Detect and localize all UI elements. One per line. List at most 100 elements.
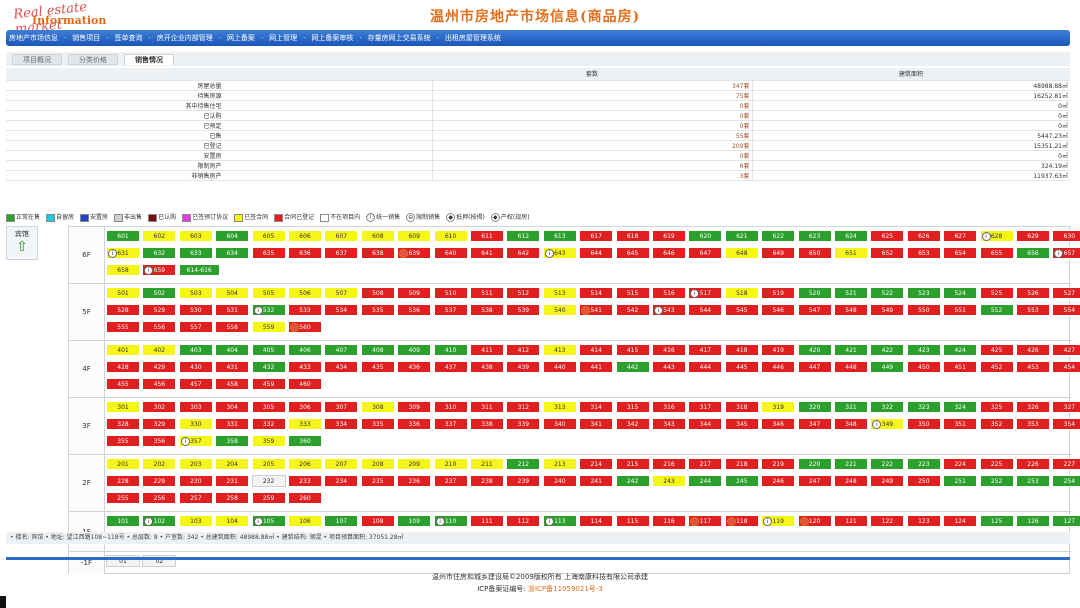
- nav-item[interactable]: 存量房网上交易系统: [367, 34, 431, 42]
- unit-cell[interactable]: 552: [979, 304, 1014, 316]
- unit-cell[interactable]: 330: [178, 418, 213, 430]
- unit-cell[interactable]: 538: [470, 304, 504, 316]
- unit-cell[interactable]: 534: [324, 304, 359, 316]
- unit-cell[interactable]: 444: [688, 361, 723, 373]
- unit-cell[interactable]: 505: [251, 287, 286, 299]
- unit-cell[interactable]: 355: [106, 435, 140, 447]
- unit-cell[interactable]: 643 i: [542, 247, 577, 259]
- unit-cell[interactable]: 541−: [579, 304, 614, 316]
- unit-cell[interactable]: 352: [979, 418, 1014, 430]
- unit-cell[interactable]: 634: [215, 247, 250, 259]
- unit-cell[interactable]: 312: [506, 401, 541, 413]
- unit-cell[interactable]: 635: [251, 247, 286, 259]
- unit-cell[interactable]: 127: [1052, 515, 1080, 527]
- unit-cell[interactable]: 529: [142, 304, 177, 316]
- unit-cell[interactable]: 347: [797, 418, 832, 430]
- unit-cell[interactable]: 314: [579, 401, 614, 413]
- unit-cell[interactable]: 321: [834, 401, 868, 413]
- unit-cell[interactable]: 218: [724, 458, 759, 470]
- unit-cell[interactable]: 329: [142, 418, 177, 430]
- unit-cell[interactable]: 559: [251, 321, 286, 333]
- unit-cell[interactable]: 110 i: [433, 515, 468, 527]
- unit-cell[interactable]: 510: [433, 287, 468, 299]
- unit-cell[interactable]: 208: [360, 458, 395, 470]
- unit-cell[interactable]: 414: [579, 344, 614, 356]
- unit-cell[interactable]: 302: [142, 401, 177, 413]
- unit-cell[interactable]: 219: [761, 458, 796, 470]
- unit-cell[interactable]: 439: [506, 361, 541, 373]
- unit-cell[interactable]: 214: [579, 458, 614, 470]
- unit-cell[interactable]: 431: [215, 361, 250, 373]
- unit-cell[interactable]: 537: [433, 304, 468, 316]
- unit-cell[interactable]: 546: [761, 304, 796, 316]
- unit-cell[interactable]: 424: [943, 344, 978, 356]
- unit-cell[interactable]: 452: [979, 361, 1014, 373]
- unit-cell[interactable]: 322: [870, 401, 905, 413]
- unit-cell[interactable]: 443: [652, 361, 686, 373]
- unit-cell[interactable]: 440: [542, 361, 577, 373]
- unit-cell[interactable]: 620: [688, 230, 723, 242]
- unit-cell[interactable]: 630: [1052, 230, 1080, 242]
- unit-cell[interactable]: 409: [397, 344, 432, 356]
- unit-cell[interactable]: 317: [688, 401, 723, 413]
- unit-cell[interactable]: 612: [506, 230, 541, 242]
- unit-cell[interactable]: 221: [834, 458, 868, 470]
- unit-cell[interactable]: 109: [397, 515, 432, 527]
- unit-cell[interactable]: 456: [142, 378, 177, 390]
- unit-cell[interactable]: 254: [1052, 475, 1080, 487]
- unit-cell[interactable]: 527: [1052, 287, 1080, 299]
- unit-cell[interactable]: 447: [797, 361, 832, 373]
- unit-cell[interactable]: 357 i: [178, 435, 213, 447]
- unit-cell[interactable]: 349 i: [870, 418, 905, 430]
- unit-cell[interactable]: 426: [1016, 344, 1050, 356]
- unit-cell[interactable]: 419: [761, 344, 796, 356]
- unit-cell[interactable]: 226: [1016, 458, 1050, 470]
- unit-cell[interactable]: 460: [288, 378, 322, 390]
- unit-cell[interactable]: 223: [906, 458, 941, 470]
- up-arrow-icon[interactable]: ⇧: [16, 239, 28, 255]
- unit-cell[interactable]: 350: [906, 418, 941, 430]
- unit-cell[interactable]: 252: [979, 475, 1014, 487]
- unit-cell[interactable]: 518: [724, 287, 759, 299]
- unit-cell[interactable]: 305: [251, 401, 286, 413]
- unit-cell[interactable]: 332: [251, 418, 286, 430]
- nav-item[interactable]: 签单查询: [114, 34, 143, 42]
- unit-cell[interactable]: 245: [724, 475, 759, 487]
- unit-cell[interactable]: 316: [652, 401, 686, 413]
- unit-cell[interactable]: 403: [178, 344, 213, 356]
- unit-cell[interactable]: 206: [288, 458, 322, 470]
- unit-cell[interactable]: 333: [288, 418, 322, 430]
- summary-count[interactable]: 55套: [432, 130, 753, 141]
- icp-link[interactable]: 浙ICP备11059021号-3: [527, 585, 603, 593]
- summary-count[interactable]: 0套: [432, 110, 753, 121]
- unit-cell[interactable]: 413: [542, 344, 577, 356]
- unit-cell[interactable]: 233: [288, 475, 322, 487]
- unit-cell[interactable]: 535: [360, 304, 395, 316]
- unit-cell[interactable]: 450: [906, 361, 941, 373]
- unit-cell[interactable]: 346: [761, 418, 796, 430]
- summary-count[interactable]: 6套: [432, 160, 753, 171]
- unit-cell[interactable]: 421: [834, 344, 868, 356]
- unit-cell[interactable]: 633: [178, 247, 213, 259]
- unit-cell[interactable]: 509: [397, 287, 432, 299]
- unit-cell[interactable]: 554: [1052, 304, 1080, 316]
- unit-cell[interactable]: 225: [979, 458, 1014, 470]
- unit-cell[interactable]: 423: [906, 344, 941, 356]
- unit-cell[interactable]: 422: [870, 344, 905, 356]
- unit-cell[interactable]: 609: [397, 230, 432, 242]
- unit-cell[interactable]: 628 i: [979, 230, 1014, 242]
- unit-cell[interactable]: 118−: [724, 515, 759, 527]
- unit-cell[interactable]: 230: [178, 475, 213, 487]
- unit-cell[interactable]: 453: [1016, 361, 1050, 373]
- summary-count[interactable]: 209套: [432, 140, 753, 151]
- unit-cell[interactable]: 560−: [288, 321, 322, 333]
- unit-cell[interactable]: 558: [215, 321, 250, 333]
- unit-cell[interactable]: 442: [615, 361, 650, 373]
- unit-cell[interactable]: 342: [615, 418, 650, 430]
- unit-cell[interactable]: 652: [870, 247, 905, 259]
- unit-cell[interactable]: 243: [652, 475, 686, 487]
- unit-cell[interactable]: 253: [1016, 475, 1050, 487]
- unit-cell[interactable]: 533: [288, 304, 322, 316]
- unit-cell[interactable]: 319: [761, 401, 796, 413]
- unit-cell[interactable]: 647: [688, 247, 723, 259]
